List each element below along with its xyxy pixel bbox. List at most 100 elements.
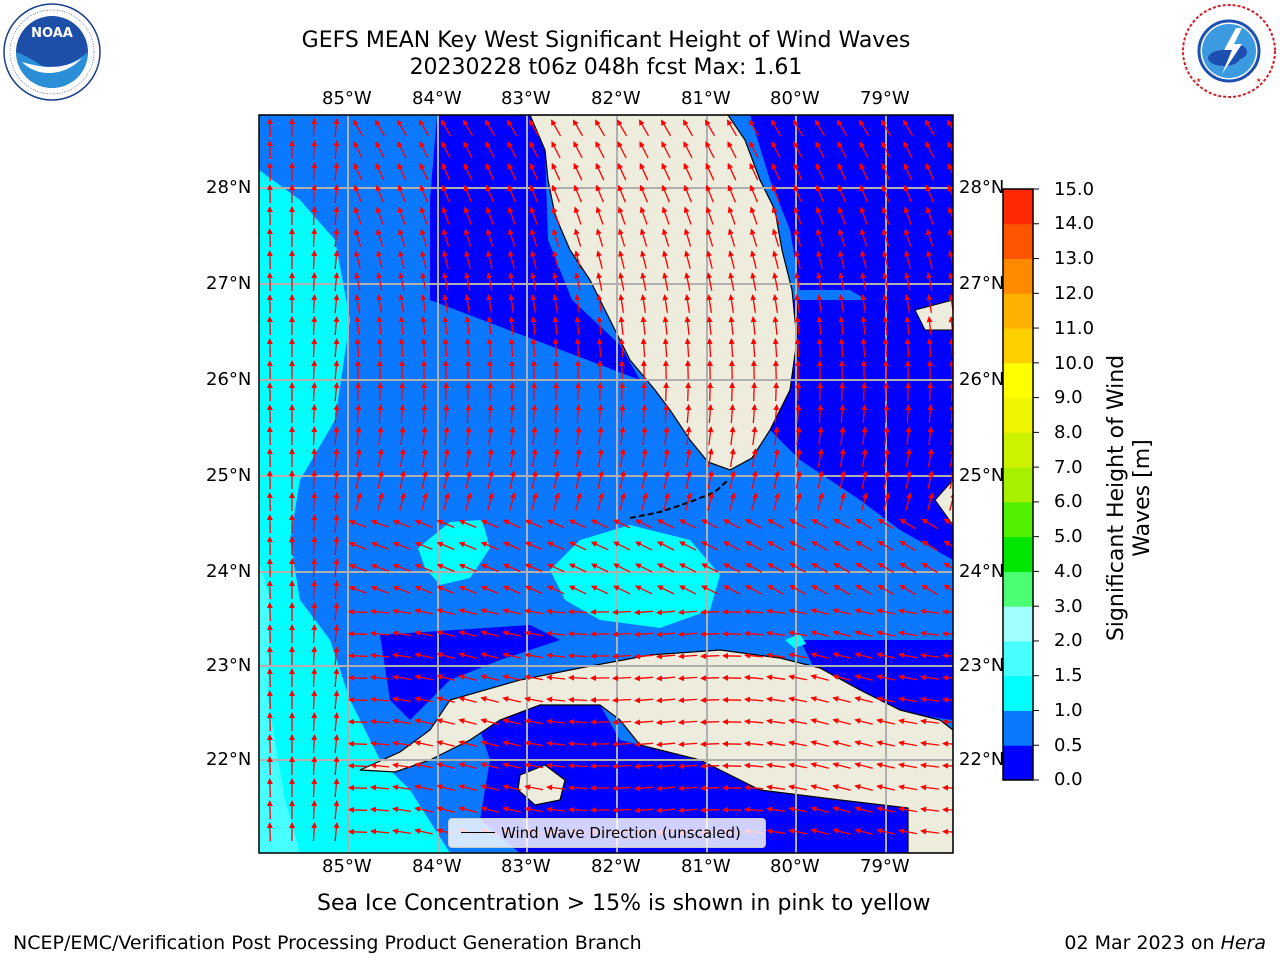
wave-direction-arrow: [947, 162, 953, 176]
wave-direction-arrow: [927, 404, 934, 424]
wave-direction-arrow: [524, 740, 544, 747]
wave-direction-arrow: [353, 228, 362, 247]
wave-direction-arrow: [837, 184, 847, 203]
wave-direction-arrow: [486, 316, 493, 335]
wave-direction-arrow: [568, 563, 587, 573]
wave-direction-arrow: [706, 250, 713, 269]
wave-direction-arrow: [727, 141, 737, 159]
wave-direction-arrow: [898, 696, 918, 703]
wave-direction-arrow: [678, 763, 698, 770]
wave-direction-arrow: [816, 272, 823, 291]
wave-direction-arrow: [552, 272, 559, 291]
wave-direction-arrow: [656, 653, 676, 660]
moderate-wave-region-central: [550, 525, 720, 628]
wave-direction-arrow: [333, 382, 340, 402]
colorbar-tick: 1.0: [1054, 700, 1083, 721]
wave-direction-arrow: [788, 630, 807, 637]
wave-direction-arrow: [333, 184, 340, 204]
wave-direction-arrow: [926, 338, 933, 358]
wave-direction-arrow: [706, 338, 713, 358]
wave-direction-arrow: [436, 762, 455, 769]
wave-direction-arrow: [663, 382, 670, 402]
colorbar-tick: 6.0: [1054, 491, 1083, 512]
wave-direction-arrow: [947, 228, 953, 244]
wave-direction-arrow: [530, 294, 537, 314]
wave-direction-arrow: [529, 141, 539, 159]
wave-direction-arrow: [487, 426, 494, 445]
wave-direction-arrow: [859, 228, 868, 247]
wave-direction-arrow: [568, 608, 588, 615]
wave-direction-arrow: [728, 316, 735, 335]
wave-direction-arrow: [898, 828, 918, 835]
wave-direction-arrow: [348, 784, 368, 791]
wave-direction-arrow: [925, 184, 935, 203]
wave-direction-arrow: [678, 653, 698, 660]
colorbar-cell: [1003, 710, 1033, 746]
wave-direction-arrow: [266, 558, 273, 578]
wave-direction-arrow: [551, 228, 560, 247]
wave-direction-arrow: [502, 762, 521, 769]
wave-direction-arrow: [833, 518, 851, 530]
wave-direction-arrow: [595, 162, 605, 181]
wave-direction-arrow: [311, 558, 318, 578]
wave-direction-arrow: [266, 228, 273, 248]
wave-direction-arrow: [531, 426, 538, 445]
wave-direction-arrow: [942, 652, 953, 659]
wave-direction-arrow: [529, 162, 539, 181]
wave-direction-arrow: [502, 608, 521, 615]
wave-direction-arrow: [793, 162, 803, 181]
wave-direction-arrow: [634, 719, 654, 726]
wave-direction-arrow: [859, 141, 869, 159]
wave-direction-arrow: [705, 206, 714, 225]
wave-direction-arrow: [529, 184, 539, 203]
nws-logo: ★ ★: [1182, 4, 1276, 98]
wave-direction-arrow: [640, 294, 647, 314]
lat-label-right: 26°N: [959, 369, 1005, 390]
wave-direction-arrow: [899, 518, 917, 530]
wave-direction-arrow: [463, 141, 473, 159]
wave-direction-arrow: [641, 492, 648, 511]
wave-direction-arrow: [311, 118, 318, 138]
wave-direction-arrow: [333, 162, 340, 182]
wave-direction-arrow: [377, 448, 384, 468]
wave-direction-arrow: [795, 470, 802, 489]
wave-direction-arrow: [661, 184, 671, 203]
wave-direction-arrow: [700, 763, 720, 770]
colorbar-tick: 1.5: [1054, 665, 1083, 686]
wave-direction-arrow: [612, 609, 632, 616]
wave-direction-arrow: [266, 448, 273, 468]
colorbar-tick: 2.0: [1054, 630, 1083, 651]
wave-direction-arrow: [575, 492, 582, 511]
wave-direction-arrow: [597, 448, 604, 468]
lon-label-bottom: 85°W: [322, 856, 372, 877]
wave-direction-arrow: [815, 184, 825, 203]
wave-direction-arrow: [524, 541, 543, 551]
wave-direction-arrow: [876, 674, 895, 681]
wave-direction-arrow: [861, 492, 868, 511]
wave-direction-arrow: [574, 250, 581, 269]
wave-direction-arrow: [706, 272, 713, 291]
wave-direction-arrow: [905, 404, 912, 424]
wave-direction-arrow: [942, 674, 953, 681]
wave-direction-arrow: [766, 630, 785, 637]
wave-direction-arrow: [370, 806, 390, 813]
wave-direction-arrow: [663, 492, 670, 511]
map-frame: [258, 114, 954, 854]
wave-direction-arrow: [440, 119, 452, 137]
wave-direction-arrow: [596, 294, 603, 314]
wave-direction-arrow: [311, 580, 318, 600]
wave-direction-arrow: [905, 426, 912, 445]
wave-direction-arrow: [485, 206, 494, 225]
wave-direction-arrow: [766, 608, 785, 615]
lat-label-left: 28°N: [206, 177, 252, 198]
wave-direction-arrow: [311, 162, 318, 182]
wave-direction-arrow: [531, 404, 538, 424]
wave-direction-arrow: [484, 119, 496, 137]
wave-direction-arrow: [480, 740, 499, 747]
wave-direction-arrow: [707, 492, 714, 511]
wave-direction-arrow: [942, 696, 953, 703]
wave-direction-arrow: [656, 675, 676, 682]
lon-label-bottom: 80°W: [770, 856, 820, 877]
wave-direction-arrow: [266, 272, 273, 292]
colorbar-cell: [1003, 501, 1033, 538]
